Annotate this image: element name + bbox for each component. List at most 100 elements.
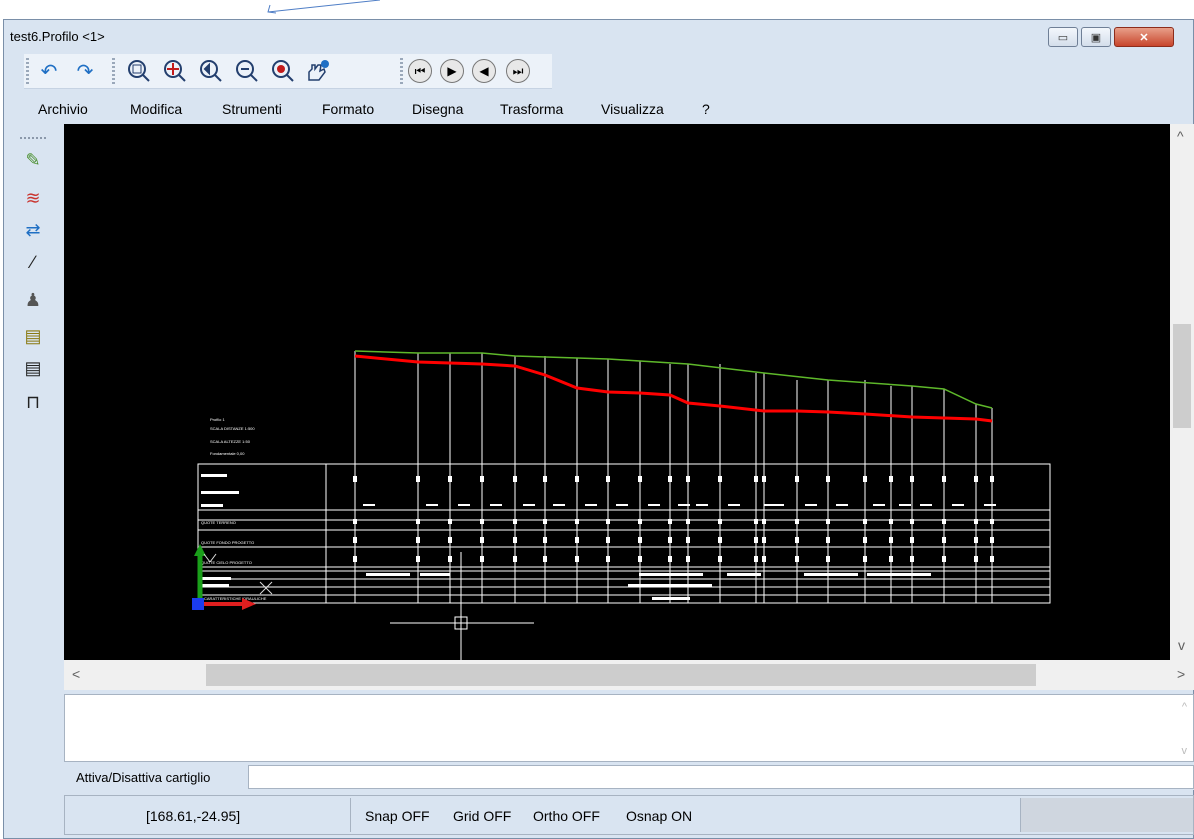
table-dash [458, 504, 470, 506]
table-yellow-icon[interactable]: ▤ [24, 325, 42, 346]
table-dash [553, 504, 565, 506]
row-label-cielo-progetto: QUOTE CIELO PROGETTO [201, 560, 252, 565]
grid-toggle[interactable]: Grid OFF [453, 808, 512, 824]
scroll-corner: > [1170, 660, 1194, 690]
table-marker [353, 556, 357, 562]
table-marker [668, 556, 672, 562]
table-marker [762, 556, 766, 562]
close-button[interactable]: ✕ [1114, 27, 1174, 47]
swap-icon[interactable]: ⇄ [25, 219, 41, 240]
edit-profile-icon[interactable]: ✎ [25, 149, 41, 170]
table-marker [543, 476, 547, 482]
table-marker [606, 556, 610, 562]
row-label-idrauliche: CARATTERISTICHE IDRAULICHE [204, 596, 267, 601]
table-marker [863, 476, 867, 482]
sketch-icon[interactable]: ♟ [24, 289, 42, 310]
scroll-right-icon[interactable]: > [1177, 666, 1186, 682]
table-marker [974, 519, 978, 524]
table-marker [575, 556, 579, 562]
table-dash [873, 504, 885, 506]
first-icon[interactable]: ⏮ [406, 58, 434, 84]
table-marker [543, 519, 547, 524]
zoom-extents-icon[interactable] [164, 60, 186, 82]
table-white-icon[interactable]: ▤ [24, 357, 42, 378]
table-marker [606, 537, 610, 543]
left-toolbar [16, 132, 48, 692]
ortho-toggle[interactable]: Ortho OFF [533, 808, 600, 824]
scroll-down-icon[interactable]: v [1178, 637, 1185, 653]
table-marker [826, 519, 830, 524]
menu-visualizza[interactable]: Visualizza [601, 101, 664, 117]
horizontal-scroll-thumb[interactable] [206, 664, 1036, 686]
table-marker [353, 476, 357, 482]
pan-icon[interactable] [308, 60, 329, 81]
command-history[interactable]: ^ v [64, 694, 1194, 762]
menu-trasforma[interactable]: Trasforma [500, 101, 564, 117]
title-bar[interactable] [4, 20, 1193, 52]
scroll-up-icon[interactable]: ^ [1177, 128, 1184, 144]
menu-formato[interactable]: Formato [322, 101, 375, 117]
vertical-scroll-thumb[interactable] [1173, 324, 1191, 428]
table-marker [795, 537, 799, 543]
table-marker [416, 476, 420, 482]
table-marker [686, 556, 690, 562]
undo-icon[interactable]: ↶ [40, 60, 58, 83]
pointer-arrow [267, 0, 380, 14]
frame-icon[interactable]: ⊓ [25, 391, 41, 412]
horizontal-scrollbar[interactable]: < [64, 660, 1170, 690]
status-divider [350, 798, 351, 832]
table-dash [490, 504, 502, 506]
table-marker [638, 476, 642, 482]
table-wide-bars [366, 573, 931, 600]
table-marker [910, 537, 914, 543]
left-toolbar-grip[interactable] [20, 137, 46, 139]
chart-icon[interactable]: ≋ [25, 187, 41, 208]
table-marker [606, 476, 610, 482]
table-marker [638, 519, 642, 524]
menu-help[interactable]: ? [702, 101, 710, 117]
menu-modifica[interactable]: Modifica [130, 101, 183, 117]
table-markers [353, 476, 996, 562]
zoom-window-icon[interactable] [128, 60, 150, 82]
command-input[interactable] [248, 765, 1194, 789]
table-dash [648, 504, 660, 506]
minimize-button[interactable]: ▭ [1048, 27, 1078, 47]
vertical-scrollbar[interactable]: ^ v [1170, 124, 1194, 660]
terrain-line [354, 350, 993, 409]
table-marker [718, 537, 722, 543]
menu-disegna[interactable]: Disegna [412, 101, 464, 117]
scroll-left-icon[interactable]: < [72, 666, 81, 682]
zoom-in-icon[interactable] [272, 60, 294, 82]
table-marker [826, 537, 830, 543]
table-marker [543, 556, 547, 562]
history-scroll-down-icon[interactable]: v [1181, 745, 1188, 757]
toolbar-grip[interactable] [26, 58, 29, 84]
snap-toggle[interactable]: Snap OFF [365, 808, 430, 824]
table-marker [863, 537, 867, 543]
menu-strumenti[interactable]: Strumenti [222, 101, 282, 117]
legend-scale-heights: SCALA ALTEZZE 1:50 [210, 439, 251, 444]
table-marker [718, 556, 722, 562]
restore-button[interactable]: ▣ [1081, 27, 1111, 47]
history-scroll-up-icon[interactable]: ^ [1181, 701, 1187, 713]
row-label-fondo-progetto: QUOTE FONDO PROGETTO [201, 540, 254, 545]
menu-archivio[interactable]: Archivio [38, 101, 88, 117]
osnap-toggle[interactable]: Osnap ON [626, 808, 693, 824]
zoom-previous-icon[interactable] [200, 60, 222, 82]
table-dash [585, 504, 597, 506]
drawing-canvas[interactable]: Profilo 1 SCALA DISTANZE 1:500 SCALA ALT… [64, 124, 1170, 660]
table-dash [836, 504, 848, 506]
previous-icon[interactable]: ◀ [470, 58, 498, 84]
table-marker [795, 519, 799, 524]
redo-icon[interactable]: ↷ [76, 60, 94, 83]
next-icon[interactable]: ▶ [438, 58, 466, 84]
table-marker [910, 476, 914, 482]
curve-icon[interactable]: ∕ [31, 251, 35, 272]
last-icon[interactable]: ⏭ [504, 58, 532, 84]
table-marker [513, 519, 517, 524]
crosshair-cursor [390, 552, 534, 660]
table-marker [762, 537, 766, 543]
table-marker [513, 556, 517, 562]
zoom-out-icon[interactable] [236, 60, 258, 82]
status-empty-panel [1020, 798, 1193, 832]
